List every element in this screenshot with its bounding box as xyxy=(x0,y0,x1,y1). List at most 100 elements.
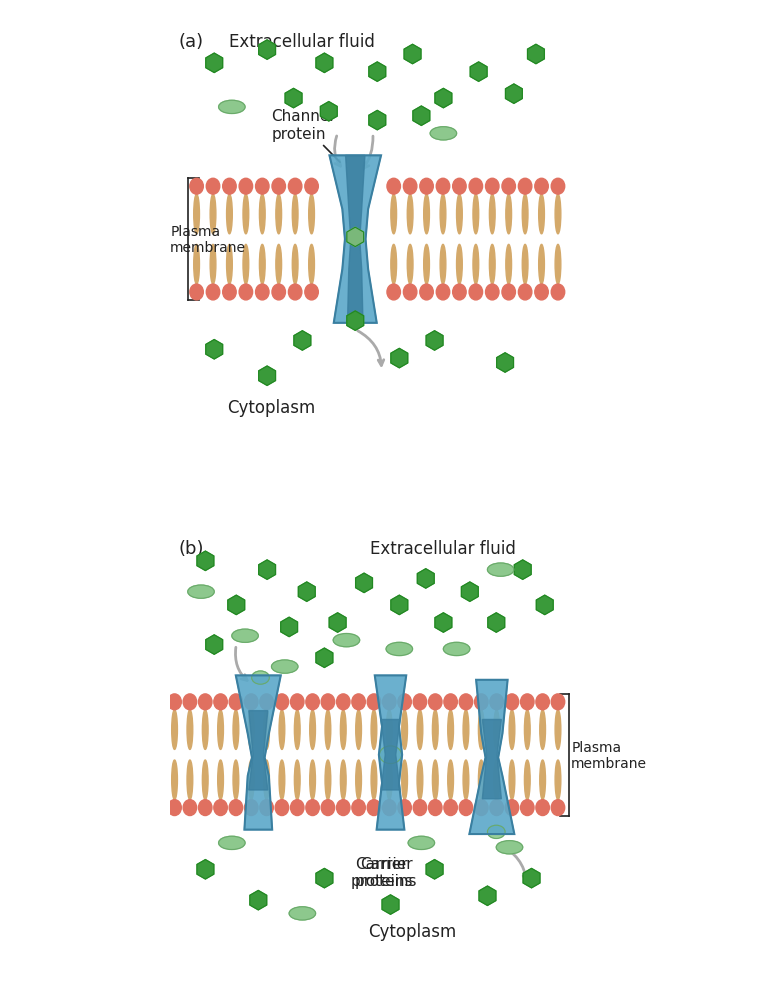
Ellipse shape xyxy=(401,760,408,800)
Polygon shape xyxy=(413,106,430,126)
Ellipse shape xyxy=(190,285,203,301)
Ellipse shape xyxy=(551,179,565,195)
Text: Extracellular fluid: Extracellular fluid xyxy=(370,539,516,557)
Ellipse shape xyxy=(383,800,396,815)
Ellipse shape xyxy=(519,179,532,195)
Ellipse shape xyxy=(272,179,286,195)
Ellipse shape xyxy=(202,760,208,800)
Polygon shape xyxy=(483,720,501,799)
Ellipse shape xyxy=(444,800,458,815)
Ellipse shape xyxy=(404,285,417,301)
Ellipse shape xyxy=(490,246,495,285)
Ellipse shape xyxy=(355,760,362,800)
Ellipse shape xyxy=(291,694,304,710)
Text: Cytoplasm: Cytoplasm xyxy=(369,922,457,940)
Ellipse shape xyxy=(243,195,248,235)
Polygon shape xyxy=(197,860,214,880)
Ellipse shape xyxy=(198,800,212,815)
Polygon shape xyxy=(206,635,223,655)
Polygon shape xyxy=(197,551,214,571)
Ellipse shape xyxy=(539,246,544,285)
Ellipse shape xyxy=(390,195,397,235)
Ellipse shape xyxy=(288,285,302,301)
Ellipse shape xyxy=(289,907,316,920)
Ellipse shape xyxy=(272,285,286,301)
Ellipse shape xyxy=(214,694,227,710)
Ellipse shape xyxy=(487,563,514,577)
Text: (b): (b) xyxy=(179,539,205,557)
Ellipse shape xyxy=(172,710,177,749)
Ellipse shape xyxy=(341,760,346,800)
Ellipse shape xyxy=(260,800,273,815)
Ellipse shape xyxy=(355,710,362,749)
Ellipse shape xyxy=(223,285,236,301)
Ellipse shape xyxy=(187,586,214,599)
Ellipse shape xyxy=(275,694,289,710)
Ellipse shape xyxy=(387,710,392,749)
Ellipse shape xyxy=(260,694,273,710)
Ellipse shape xyxy=(276,195,282,235)
Ellipse shape xyxy=(259,195,266,235)
Ellipse shape xyxy=(509,760,515,800)
Text: (a): (a) xyxy=(179,33,204,51)
Ellipse shape xyxy=(279,710,285,749)
Ellipse shape xyxy=(505,800,519,815)
Ellipse shape xyxy=(229,694,243,710)
Ellipse shape xyxy=(509,710,515,749)
Polygon shape xyxy=(347,312,364,331)
Ellipse shape xyxy=(535,285,548,301)
Ellipse shape xyxy=(459,694,473,710)
Ellipse shape xyxy=(321,800,335,815)
Ellipse shape xyxy=(521,694,534,710)
Polygon shape xyxy=(488,613,505,633)
Ellipse shape xyxy=(453,179,466,195)
Ellipse shape xyxy=(519,285,532,301)
Polygon shape xyxy=(470,63,487,82)
Ellipse shape xyxy=(219,102,245,114)
Ellipse shape xyxy=(502,285,515,301)
Ellipse shape xyxy=(337,800,350,815)
Ellipse shape xyxy=(194,195,199,235)
Polygon shape xyxy=(236,675,280,830)
Ellipse shape xyxy=(490,195,495,235)
Ellipse shape xyxy=(206,179,219,195)
Ellipse shape xyxy=(540,760,545,800)
Ellipse shape xyxy=(473,246,479,285)
Ellipse shape xyxy=(371,760,376,800)
Ellipse shape xyxy=(232,629,259,643)
Ellipse shape xyxy=(490,694,504,710)
Ellipse shape xyxy=(429,694,442,710)
Ellipse shape xyxy=(244,800,258,815)
Ellipse shape xyxy=(387,285,401,301)
Ellipse shape xyxy=(398,800,412,815)
Ellipse shape xyxy=(387,760,392,800)
Ellipse shape xyxy=(306,694,319,710)
Polygon shape xyxy=(404,45,421,65)
Polygon shape xyxy=(285,90,302,108)
Polygon shape xyxy=(462,583,478,601)
Ellipse shape xyxy=(383,694,396,710)
Ellipse shape xyxy=(243,246,248,285)
Ellipse shape xyxy=(190,179,203,195)
Ellipse shape xyxy=(294,760,300,800)
Ellipse shape xyxy=(407,195,413,235)
Ellipse shape xyxy=(276,246,282,285)
Ellipse shape xyxy=(294,710,300,749)
Ellipse shape xyxy=(521,800,534,815)
Ellipse shape xyxy=(437,285,450,301)
Ellipse shape xyxy=(536,694,549,710)
Ellipse shape xyxy=(463,710,469,749)
Polygon shape xyxy=(391,349,408,369)
Ellipse shape xyxy=(555,760,561,800)
Ellipse shape xyxy=(255,179,269,195)
Polygon shape xyxy=(527,45,544,65)
Ellipse shape xyxy=(522,246,528,285)
Ellipse shape xyxy=(226,195,232,235)
Polygon shape xyxy=(381,720,400,790)
Ellipse shape xyxy=(437,179,450,195)
Ellipse shape xyxy=(333,634,360,647)
Ellipse shape xyxy=(424,246,430,285)
Polygon shape xyxy=(435,613,451,633)
Ellipse shape xyxy=(292,195,298,235)
Ellipse shape xyxy=(390,246,397,285)
